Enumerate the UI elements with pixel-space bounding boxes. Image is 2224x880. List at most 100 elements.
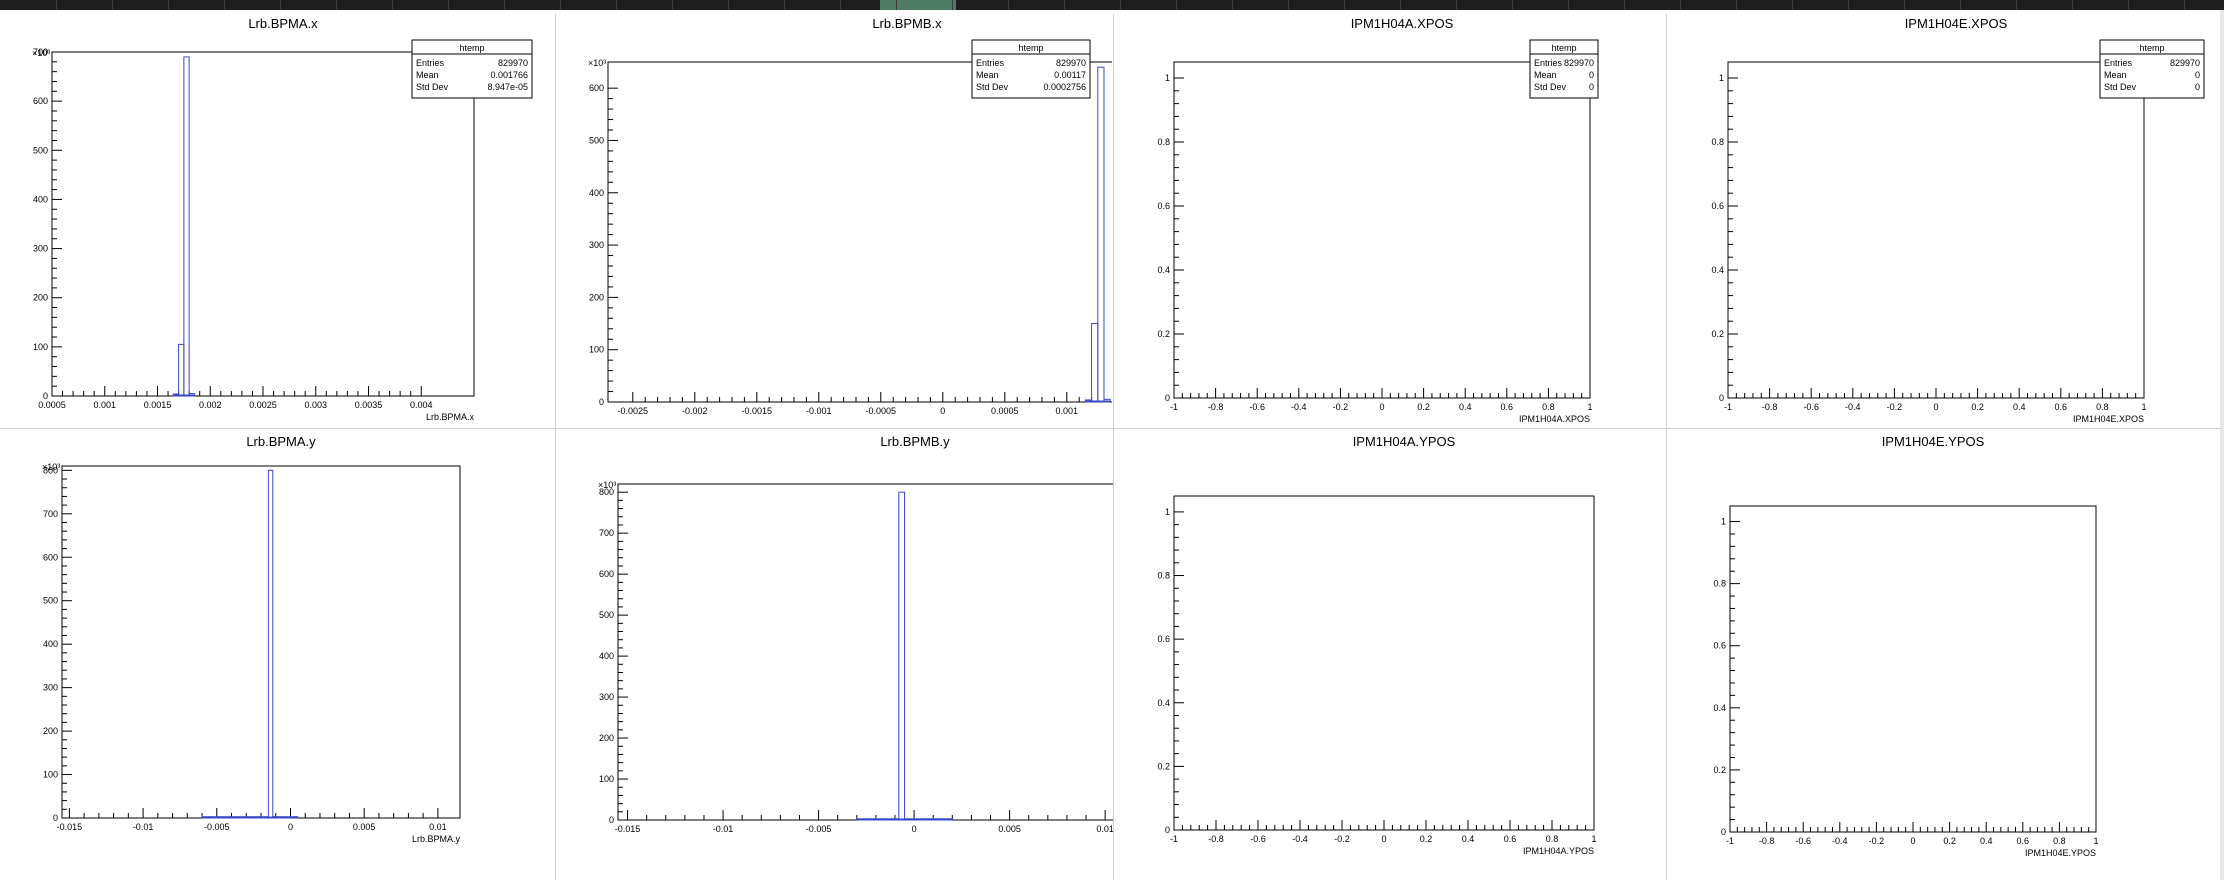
x-tick-label: 0.8: [1546, 834, 1559, 844]
stats-box-frame: [971, 39, 1091, 99]
y-tick-label: 400: [43, 639, 58, 649]
active-tab-indicator[interactable]: [880, 0, 956, 10]
histogram-bin: [267, 469, 274, 819]
x-tick-label: 0.001: [1056, 406, 1079, 416]
y-tick-label: 200: [589, 292, 604, 302]
y-tick-label: 0.4: [1157, 265, 1170, 275]
toolbar-separator: [2184, 0, 2185, 10]
x-tick-label: -0.8: [1759, 836, 1775, 846]
x-tick-label: 1: [1587, 402, 1592, 412]
x-tick-label: -0.6: [1249, 402, 1265, 412]
toolbar-separator: [1344, 0, 1345, 10]
toolbar-separator: [784, 0, 785, 10]
x-tick-label: 1: [1591, 834, 1596, 844]
stats-histogram-name: htemp: [2139, 43, 2164, 53]
histogram-pad-ipm1h04a-xpos[interactable]: IPM1H04A.XPOS 0 0.2 0.4 0.6 0.8 1 -1 -0.8 -0.6 -0.…: [1114, 14, 1664, 426]
toolbar-separator: [1232, 0, 1233, 10]
plot-frame: [607, 61, 1112, 403]
stats-stddev-value: 8.947e-05: [487, 82, 528, 92]
stats-box: htemp Entries 829970 Mean 0.00117 Std Dev 0.00…: [971, 39, 1091, 99]
x-axis-title: IPM1H04A.YPOS: [1523, 846, 1594, 856]
x-tick-label: -0.001: [806, 406, 832, 416]
histogram-canvas: IPM1H04E.XPOS 0 0.2 0.4 0.6 0.8 1 -1 -0.8 -0.6 -0.…: [1711, 16, 2205, 424]
y-tick-label: 0.4: [1713, 703, 1726, 713]
stats-mean-value: 0: [1589, 70, 1594, 80]
stats-histogram-name: htemp: [1551, 43, 1576, 53]
histogram-pad-lrb-bpma-x[interactable]: Lrb.BPMA.x ×10³ 0 100 200 300 400 500 600 700 0.00…: [0, 14, 548, 426]
plot-frame: [1173, 61, 1591, 399]
x-tick-label: -0.0015: [742, 406, 773, 416]
histogram-pad-ipm1h04e-xpos[interactable]: IPM1H04E.XPOS 0 0.2 0.4 0.6 0.8 1 -1 -0.8 -0.6 -0.…: [1668, 14, 2220, 426]
stats-entries-value: 829970: [498, 58, 528, 68]
histogram-canvas: IPM1H04E.YPOS 0 0.2 0.4 0.6 0.8 1 -1 -0.8 -0.6 -0.…: [1713, 434, 2098, 858]
plot-title: Lrb.BPMB.x: [872, 16, 942, 31]
toolbar-separator: [1008, 0, 1009, 10]
toolbar-separator: [1960, 0, 1961, 10]
plot-frame: [617, 483, 1116, 821]
x-tick-label: -0.0025: [618, 406, 649, 416]
toolbar-separator: [1400, 0, 1401, 10]
x-tick-label: -0.2: [1334, 834, 1350, 844]
y-tick-label: 0: [1719, 393, 1724, 403]
toolbar-separator: [672, 0, 673, 10]
y-tick-label: 0.2: [1157, 761, 1170, 771]
toolbar-separator: [896, 0, 897, 10]
histogram-canvas: IPM1H04A.YPOS 0 0.2 0.4 0.6 0.8 1 -1 -0.8 -0.6 -0.…: [1157, 434, 1596, 856]
stats-box-frame: [1529, 39, 1599, 99]
histogram-pad-lrb-bpma-y[interactable]: Lrb.BPMA.y ×10³ 0 100 200 300 400 500 600 700 800 -…: [0, 432, 560, 880]
x-tick-label: -1: [1724, 402, 1732, 412]
y-tick-label: 500: [33, 145, 48, 155]
y-tick-label: 0.4: [1711, 265, 1724, 275]
x-axis-title: Lrb.BPMA.y: [412, 834, 461, 844]
toolbar-separator: [2128, 0, 2129, 10]
stats-box: htemp Entries 829970 Mean 0.001766 Std Dev 8.9…: [411, 39, 533, 99]
toolbar-separator: [168, 0, 169, 10]
y-tick-label: 0: [1165, 393, 1170, 403]
histogram-pad-lrb-bpmb-x[interactable]: Lrb.BPMB.x ×10³ 0 100 200 300 400 500 600 -0.0025…: [562, 14, 1112, 426]
x-tick-label: -0.8: [1208, 834, 1224, 844]
y-tick-label: 300: [33, 244, 48, 254]
y-tick-label: 0.6: [1711, 201, 1724, 211]
stats-stddev-value: 0.0002756: [1043, 82, 1086, 92]
y-tick-label: 1: [1165, 507, 1170, 517]
plot-title: Lrb.BPMA.x: [248, 16, 318, 31]
toolbar-separator: [448, 0, 449, 10]
y-tick-label: 0: [1721, 827, 1726, 837]
plot-title: IPM1H04E.XPOS: [1905, 16, 2008, 31]
toolbar-separator: [392, 0, 393, 10]
x-tick-label: -0.6: [1795, 836, 1811, 846]
histogram-pad-lrb-bpmb-y[interactable]: Lrb.BPMB.y ×10³ 0 100 200 300 400 500 600 700 800 -…: [562, 432, 1116, 880]
stats-histogram-name: htemp: [1018, 43, 1043, 53]
histogram-canvas: Lrb.BPMB.x ×10³ 0 100 200 300 400 500 600 -0.0025…: [588, 16, 1112, 416]
x-tick-label: 0: [940, 406, 945, 416]
x-tick-label: 0.6: [1501, 402, 1514, 412]
stats-box-frame: [2099, 39, 2205, 99]
histogram-pad-ipm1h04e-ypos[interactable]: IPM1H04E.YPOS 0 0.2 0.4 0.6 0.8 1 -1 -0.8 -0.6 -0.…: [1668, 432, 2220, 880]
y-tick-label: 0.8: [1711, 137, 1724, 147]
x-tick-label: -0.002: [682, 406, 708, 416]
stats-entries-label: Entries: [976, 58, 1005, 68]
y-tick-label: 0: [599, 397, 604, 407]
x-tick-label: 0.2: [1417, 402, 1430, 412]
pad-divider: [0, 428, 2220, 429]
toolbar-separator: [1904, 0, 1905, 10]
y-tick-label: 100: [599, 774, 614, 784]
stats-entries-label: Entries: [2104, 58, 2133, 68]
y-tick-label: 100: [589, 345, 604, 355]
stats-entries-value: 829970: [1056, 58, 1086, 68]
y-tick-label: 600: [589, 83, 604, 93]
toolbar-separator: [952, 0, 953, 10]
x-tick-label: -1: [1170, 834, 1178, 844]
toolbar-separator: [1736, 0, 1737, 10]
x-tick-label: -0.6: [1250, 834, 1266, 844]
histogram-pad-ipm1h04a-ypos[interactable]: IPM1H04A.YPOS 0 0.2 0.4 0.6 0.8 1 -1 -0.8 -0.6 -0.…: [1114, 432, 1666, 880]
window-scroll-edge[interactable]: [2220, 10, 2224, 880]
x-tick-label: 0: [288, 822, 293, 832]
x-tick-label: 0.4: [2013, 402, 2026, 412]
stats-mean-label: Mean: [2104, 70, 2127, 80]
x-tick-label: -0.0005: [866, 406, 897, 416]
y-tick-label: 200: [33, 293, 48, 303]
stats-entries-label: Entries: [416, 58, 445, 68]
